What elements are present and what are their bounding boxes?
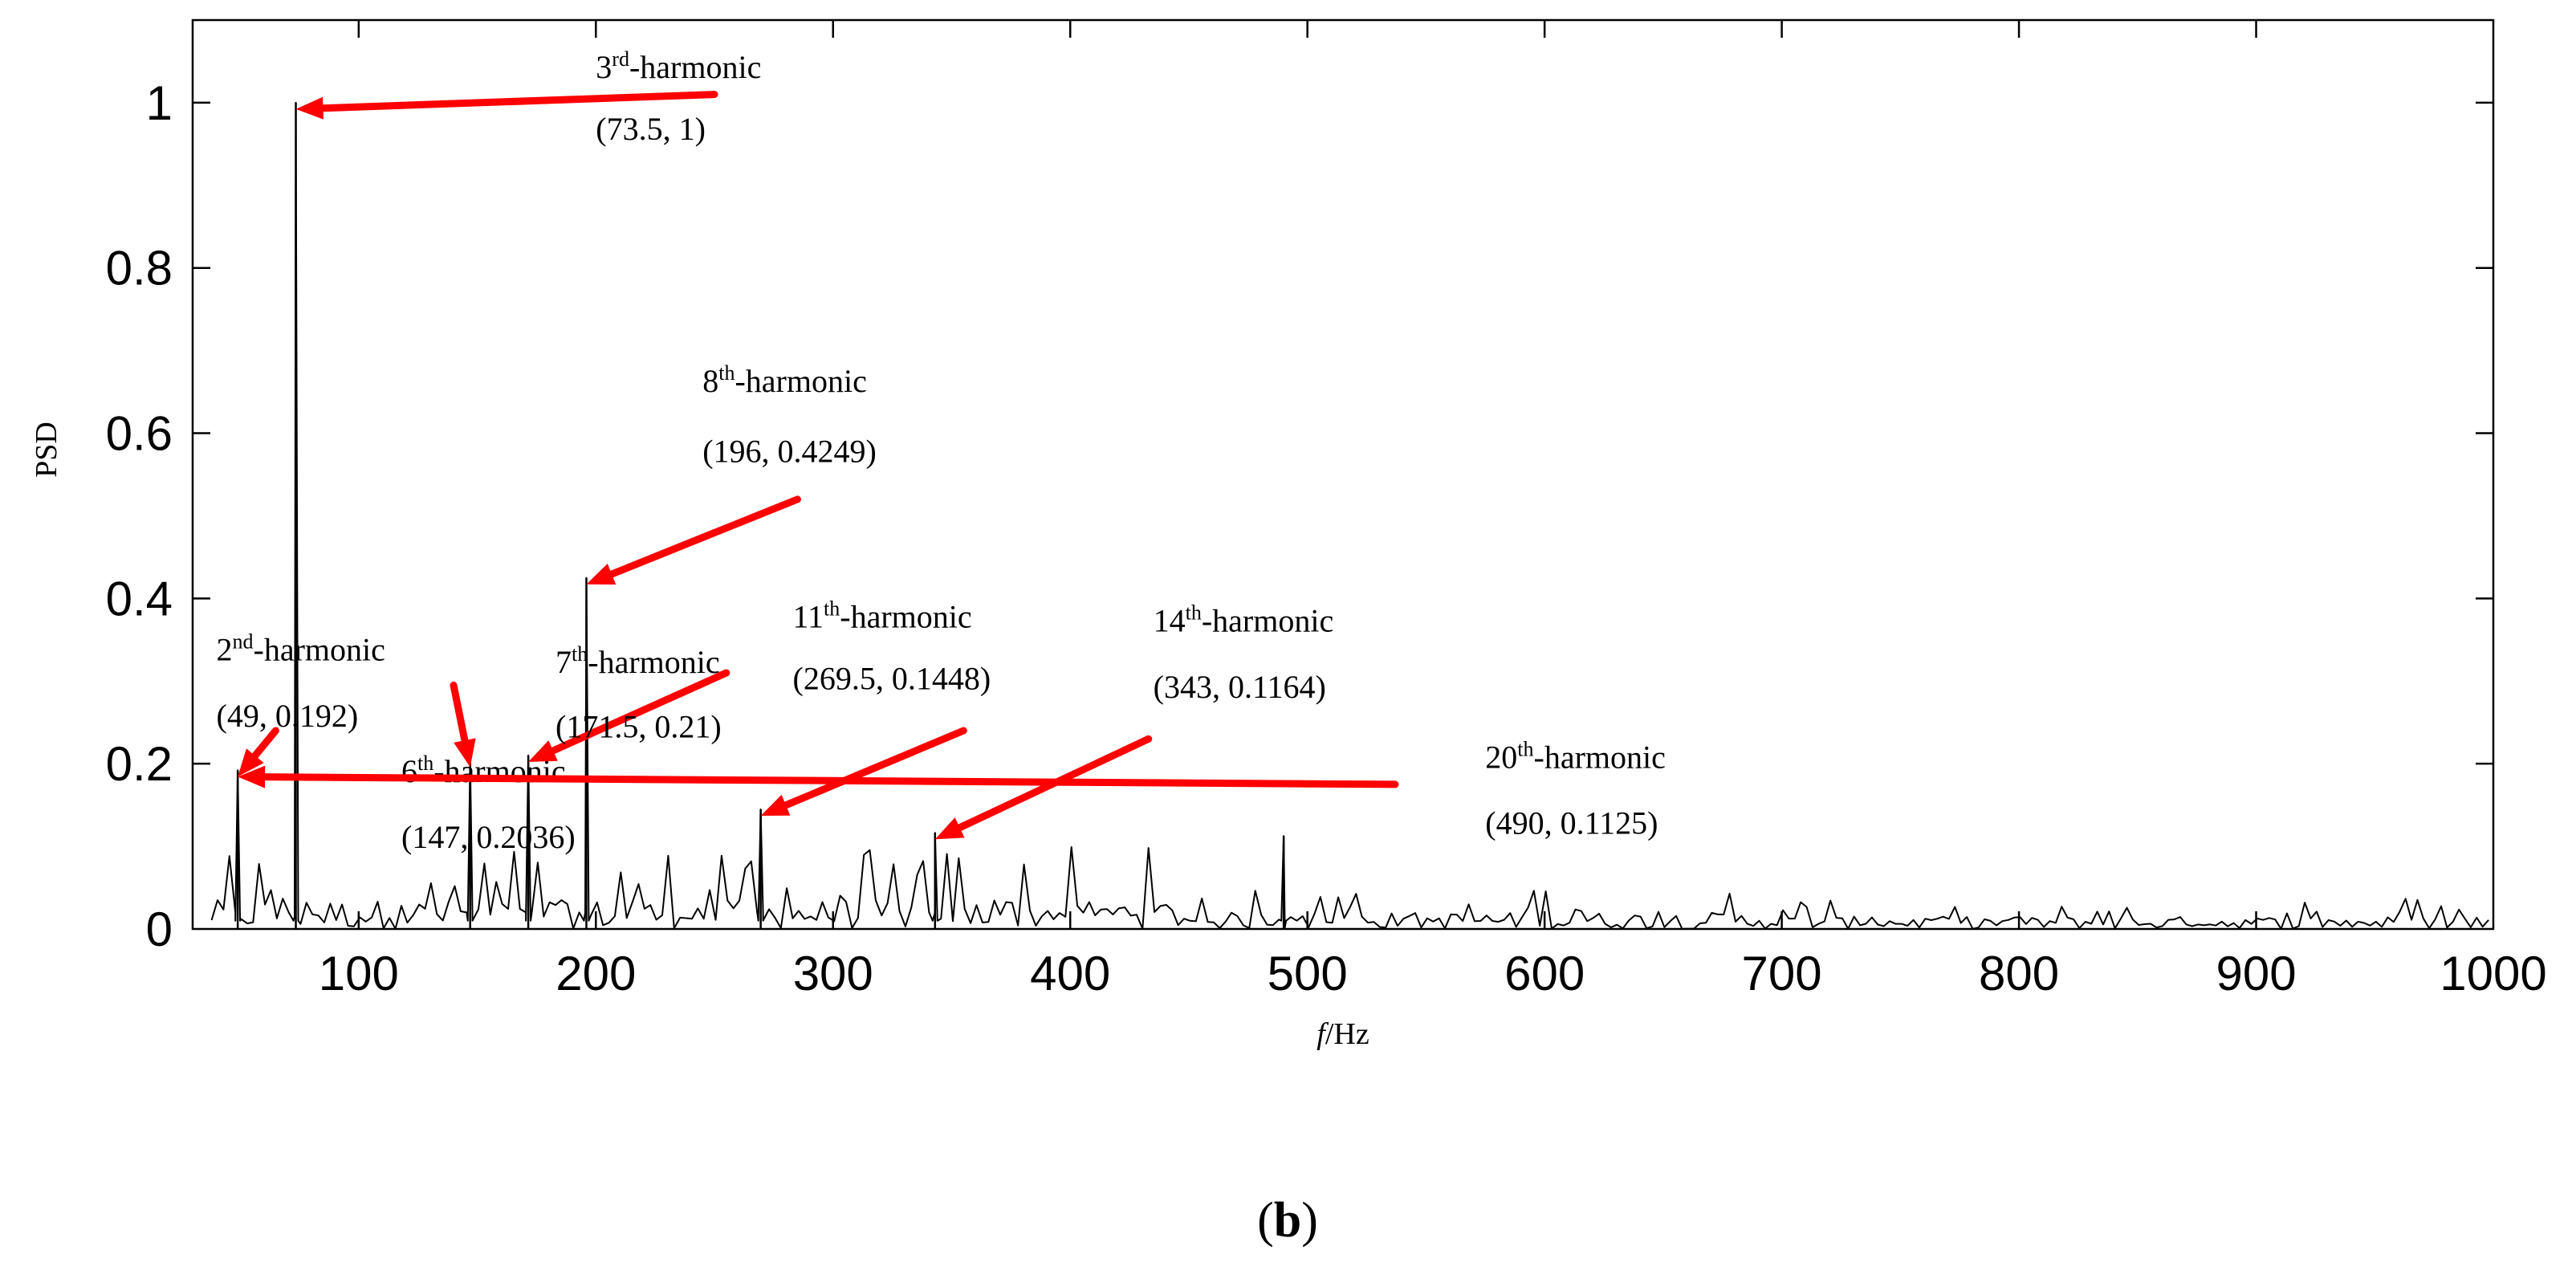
annotation-suffix-sup: nd [233, 630, 254, 654]
panel-paren-close: ) [1301, 1193, 1318, 1248]
y-tick-label: 0.4 [106, 572, 173, 625]
annotation-arrow [261, 773, 1399, 788]
y-tick-label: 0.2 [106, 737, 173, 791]
x-axis-ticks: 100 200 300 400 500 600 700 800 900 1000 [319, 20, 2547, 1000]
annotation-order: 6 [401, 753, 417, 789]
annotation-order: 8 [702, 363, 718, 399]
annotation-arrow [319, 91, 718, 112]
annotation-suffix-sup: th [572, 642, 588, 666]
panel-paren-open: ( [1257, 1193, 1274, 1248]
annotation-coords: (147, 0.2036) [401, 819, 576, 855]
x-tick-label: 800 [1979, 947, 2059, 1000]
annotation-order: 14 [1154, 603, 1186, 639]
annotation-coords: (196, 0.4249) [702, 434, 877, 470]
x-tick-label: 200 [555, 947, 636, 1000]
annotation-coords: (490, 0.1125) [1485, 805, 1658, 841]
annotation-order: 3 [596, 49, 612, 85]
x-axis-title: f/Hz [1316, 1017, 1369, 1051]
y-tick-label: 0 [146, 902, 173, 956]
annotation-coords: (73.5, 1) [596, 111, 706, 147]
x-tick-label: 700 [1742, 947, 1822, 1000]
annotation-title: 14th-harmonic [1154, 601, 1334, 639]
annotation-suffix-sup: th [1517, 737, 1533, 760]
harmonic-peaks [236, 102, 1285, 929]
annotation-label: -harmonic [735, 363, 866, 399]
annotation-title: 7th-harmonic [555, 642, 720, 680]
annotation-label: -harmonic [840, 598, 971, 634]
annotation-arrowhead [238, 748, 264, 777]
annotation-coords: (49, 0.192) [217, 698, 359, 734]
y-axis-title: PSD [30, 422, 63, 478]
panel-label: (b) [1257, 1193, 1318, 1248]
annotation-arrowhead [760, 794, 791, 816]
annotation-suffix-sup: rd [612, 47, 629, 71]
annotation-order: 20 [1485, 739, 1517, 775]
x-tick-label: 500 [1268, 947, 1348, 1000]
psd-series-line [210, 101, 2489, 930]
annotation-title: 3rd-harmonic [596, 47, 761, 85]
annotation-label: -harmonic [1534, 739, 1666, 775]
annotation-arrow [782, 727, 967, 809]
annotation-label: -harmonic [254, 632, 385, 668]
y-tick-label: 0.6 [106, 407, 173, 461]
y-axis-ticks: 0 0.2 0.4 0.6 0.8 1 [106, 76, 2493, 956]
annotation-label: -harmonic [1202, 603, 1333, 639]
annotation-label: -harmonic [588, 644, 719, 680]
annotation-arrowhead [295, 96, 324, 120]
annotation-coords: (171.5, 0.21) [555, 708, 722, 744]
plot-frame [191, 18, 2495, 931]
annotation-arrow [450, 681, 469, 744]
x-tick-label: 100 [319, 947, 399, 1000]
annotation-arrowhead [586, 564, 617, 585]
annotation-arrowhead [934, 817, 965, 840]
annotation-order: 2 [217, 632, 233, 668]
y-tick-label: 0.8 [106, 242, 173, 295]
annotation-arrow [251, 727, 279, 760]
annotation-suffix-sup: th [824, 597, 840, 620]
annotation-suffix-sup: th [718, 361, 735, 385]
annotation-arrow [608, 495, 801, 578]
annotation-coords: (269.5, 0.1448) [793, 661, 991, 697]
panel-letter: b [1274, 1193, 1301, 1248]
x-tick-label: 1000 [2440, 947, 2546, 1000]
annotation-arrowhead [454, 738, 476, 768]
annotation-title: 20th-harmonic [1485, 737, 1666, 775]
annotation-suffix-sup: th [417, 752, 433, 775]
annotation-title: 2nd-harmonic [217, 630, 385, 668]
annotation-order: 11 [793, 598, 824, 634]
annotation-suffix-sup: th [1186, 601, 1202, 625]
annotation-label: -harmonic [629, 49, 761, 85]
annotation-order: 7 [555, 644, 572, 680]
harmonic-annotations: 2nd-harmonic(49, 0.192)3rd-harmonic(73.5… [217, 47, 1666, 855]
annotation-arrowhead [528, 740, 558, 762]
x-axis-title-unit: /Hz [1325, 1017, 1369, 1051]
annotation-title: 8th-harmonic [702, 361, 867, 399]
annotation-title: 11th-harmonic [793, 597, 972, 634]
x-tick-label: 400 [1030, 947, 1110, 1000]
x-tick-label: 300 [793, 947, 873, 1000]
x-tick-label: 900 [2216, 947, 2296, 1000]
y-tick-label: 1 [146, 76, 173, 130]
annotation-arrowhead [238, 765, 266, 788]
annotation-coords: (343, 0.1164) [1154, 669, 1326, 705]
annotation-arrow [549, 669, 730, 755]
x-tick-label: 600 [1504, 947, 1585, 1000]
